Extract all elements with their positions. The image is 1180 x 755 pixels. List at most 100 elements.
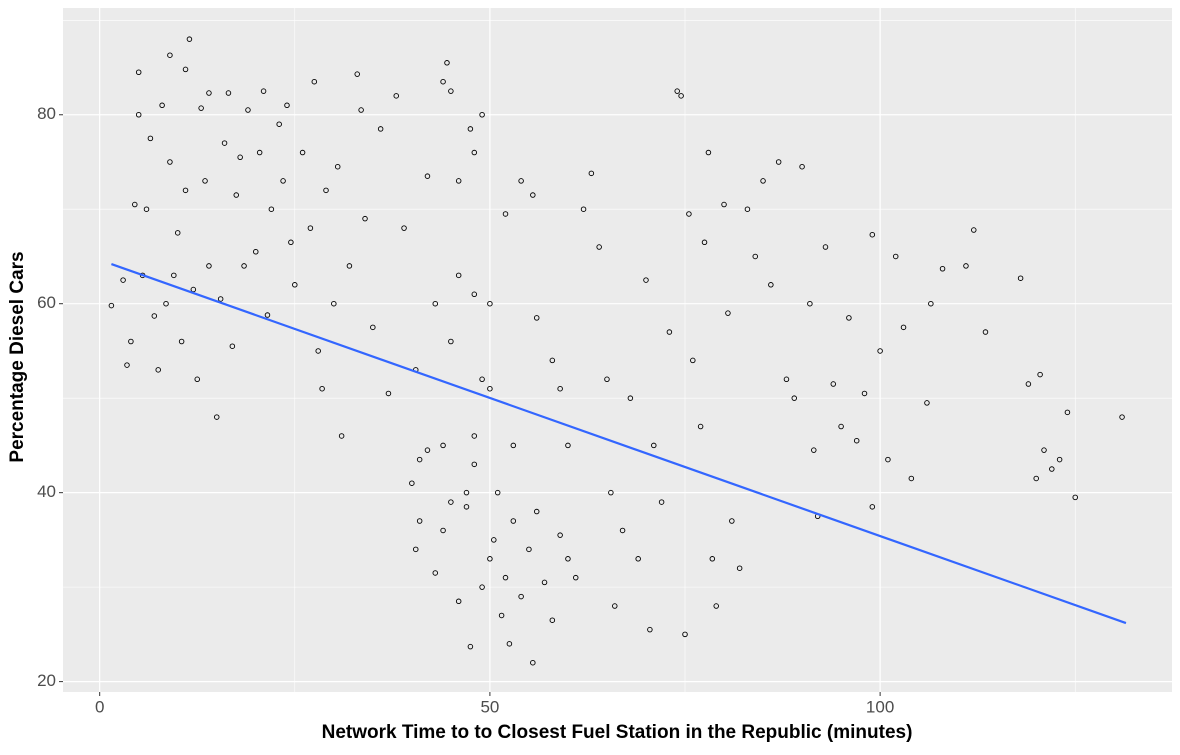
point [292,282,298,288]
point [861,390,868,397]
point [124,362,130,368]
point [163,300,169,307]
point [132,201,138,208]
point [643,277,649,283]
point [1017,275,1024,281]
point [768,282,774,288]
point [658,499,665,505]
y-axis-title: Percentage Diesel Cars [7,251,28,462]
trend-line [111,262,1127,625]
point [440,527,446,534]
point [530,659,536,666]
point [939,266,946,272]
point [608,489,614,496]
point [151,313,158,319]
point [167,159,173,165]
point [1025,381,1032,387]
point [647,626,653,633]
point [217,296,224,302]
point [744,206,751,212]
point [190,286,197,293]
point [288,239,294,246]
point [315,348,321,354]
point [440,78,446,85]
point [549,357,556,364]
point [549,617,556,623]
point [971,227,977,233]
point [885,456,891,463]
point [494,489,501,496]
point [580,206,587,212]
point [377,126,384,132]
point [725,310,731,316]
point [276,121,282,127]
point [1072,494,1078,501]
point [229,343,236,349]
x-tick-label: 100 [866,697,894,716]
x-tick-label: 50 [480,697,499,716]
point [264,312,271,318]
point [311,78,318,85]
point [284,102,290,109]
point [822,244,829,250]
point [319,385,325,392]
point [108,302,115,309]
point [206,263,212,269]
point [666,329,673,335]
point [194,376,200,383]
point [370,324,376,331]
point [147,135,154,142]
point [612,603,618,609]
point [479,112,485,118]
point [502,211,509,217]
point [799,163,805,170]
point [424,447,431,453]
point [135,112,142,118]
plot-panel [63,8,1172,692]
point [358,107,364,113]
point [128,338,134,345]
point [245,107,251,113]
point [455,598,462,605]
point [982,329,989,335]
point [877,348,883,354]
point [198,105,204,111]
point [362,215,368,222]
point [846,315,852,321]
point [385,390,392,397]
point [471,433,478,439]
point [506,641,513,647]
point [167,52,173,58]
point [678,93,684,99]
point [1041,447,1047,453]
point [729,518,735,524]
point [565,442,571,449]
point [213,414,220,420]
point [331,300,337,307]
point [900,324,907,331]
point [619,527,626,534]
point [334,163,341,170]
point [487,300,493,307]
point [565,556,571,562]
point [518,593,524,600]
point [233,192,240,198]
point [448,88,454,94]
point [346,263,353,269]
point [260,88,267,94]
point [572,574,579,581]
point [253,248,259,255]
point [202,178,208,184]
point [928,300,934,307]
point [354,71,360,77]
point [444,60,450,66]
point [467,126,474,132]
point [709,556,716,562]
point [498,612,505,619]
point [455,272,462,279]
point [448,499,454,505]
point [736,565,743,571]
point [440,442,446,449]
point [807,300,813,307]
